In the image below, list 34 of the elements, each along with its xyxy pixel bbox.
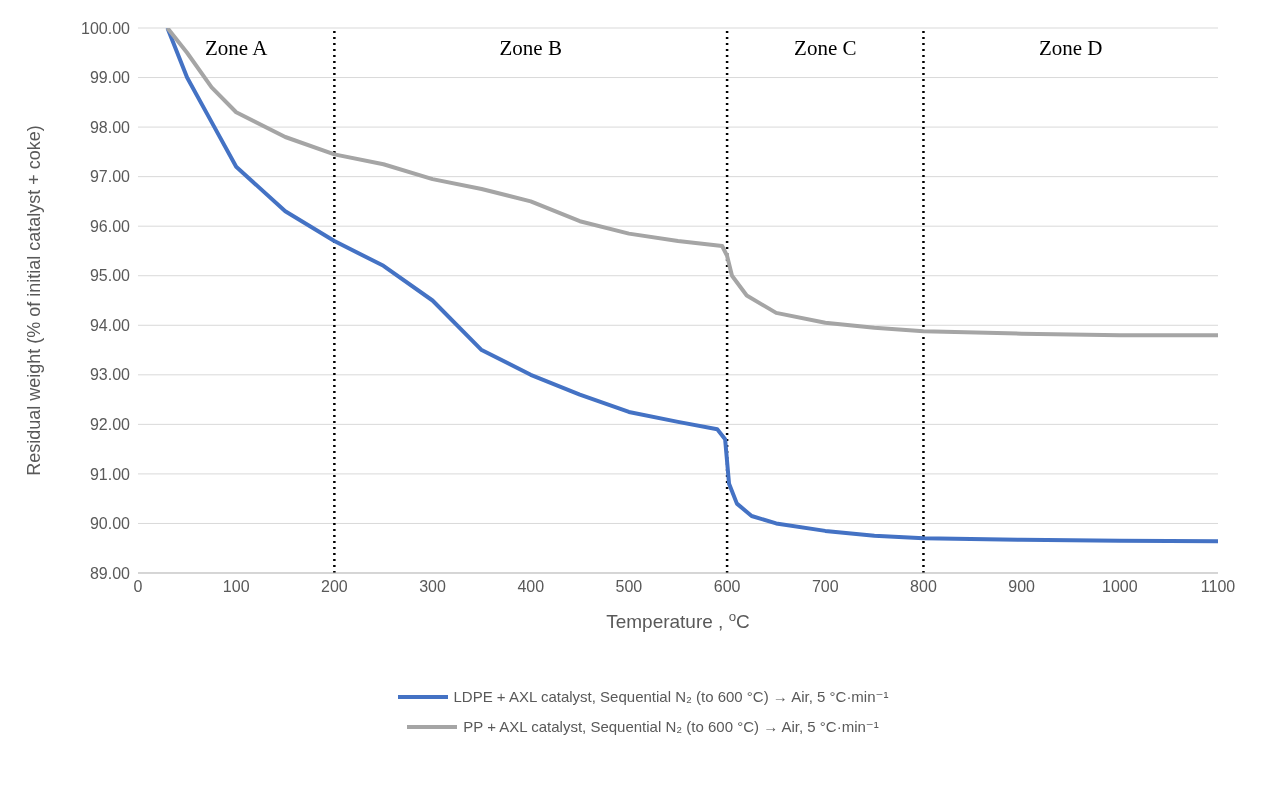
y-tick-label: 93.00 bbox=[89, 366, 131, 384]
x-tick-label: 400 bbox=[517, 578, 545, 596]
y-tick-label: 94.00 bbox=[89, 316, 131, 334]
x-tick-label: 800 bbox=[910, 578, 937, 596]
y-tick-label: 92.00 bbox=[89, 416, 131, 434]
line-series bbox=[165, 28, 1218, 544]
x-tick-label: 100 bbox=[222, 578, 250, 596]
annotation: Zone C bbox=[788, 36, 863, 61]
line-series bbox=[165, 28, 1218, 338]
annotation: Zone A bbox=[198, 36, 274, 61]
y-tick-label: 91.00 bbox=[89, 465, 131, 483]
y-tick-label: 95.00 bbox=[89, 267, 131, 285]
y-tick-label: 89.00 bbox=[89, 564, 131, 582]
x-tick-label: 600 bbox=[713, 578, 741, 596]
x-tick-label: 300 bbox=[419, 578, 446, 596]
x-tick-label: 0 bbox=[133, 578, 143, 596]
x-tick-label: 200 bbox=[321, 578, 348, 596]
x-tick-label: 1000 bbox=[1102, 578, 1138, 596]
y-tick-label: 96.00 bbox=[89, 217, 131, 235]
x-tick-label: 1100 bbox=[1200, 578, 1236, 596]
y-tick-label: 98.00 bbox=[89, 118, 131, 136]
legend-label: LDPE + AXL catalyst, Sequential N₂ (to 600 °C) → Air, 5 °C·min⁻¹ bbox=[453, 688, 889, 706]
x-tick-label: 700 bbox=[811, 578, 839, 596]
y-axis-title: Residual weight (% of initial catalyst + coke) bbox=[24, 125, 44, 476]
x-tick-label: 500 bbox=[615, 578, 643, 596]
y-tick-label: 100.00 bbox=[81, 19, 131, 37]
y-tick-label: 90.00 bbox=[89, 515, 131, 533]
x-axis-title: Temperature , $^{o}$C bbox=[606, 608, 750, 632]
x-tick-label: 900 bbox=[1008, 578, 1036, 596]
annotation: Zone D bbox=[1032, 36, 1109, 61]
y-tick-label: 97.00 bbox=[89, 168, 131, 186]
annotation: Zone B bbox=[493, 36, 568, 61]
legend-label: PP + AXL catalyst, Sequential N₂ (to 600 °C) → Air, 5 °C·min⁻¹ bbox=[463, 718, 879, 736]
y-tick-label: 99.00 bbox=[89, 69, 131, 87]
